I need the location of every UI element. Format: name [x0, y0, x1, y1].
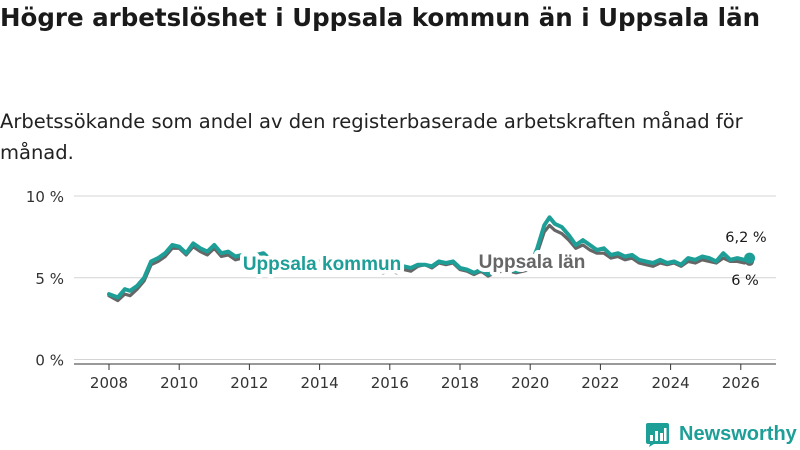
x-tick-label: 2018 — [441, 374, 479, 392]
chart-title: Högre arbetslöshet i Uppsala kommun än i… — [0, 3, 761, 32]
chart-subtitle: Arbetssökande som andel av den registerb… — [0, 110, 743, 164]
series-label-uppsala-lan: Uppsala län — [479, 252, 586, 273]
x-tick-label: 2024 — [652, 374, 690, 392]
y-tick-label: 5 % — [35, 270, 64, 288]
end-label-uppsala-lan: 6 % — [731, 273, 759, 289]
y-tick-label: 0 % — [35, 352, 64, 370]
x-tick-label: 2010 — [160, 374, 198, 392]
x-tick-label: 2026 — [722, 374, 760, 392]
end-point-uppsala-kommun — [744, 252, 756, 264]
y-tick-label: 10 % — [26, 188, 64, 206]
newsworthy-logo-text: Newsworthy — [679, 422, 797, 445]
series-label-uppsala-kommun: Uppsala kommun — [243, 254, 401, 275]
newsworthy-logo-icon — [646, 423, 669, 447]
x-tick-label: 2008 — [90, 374, 128, 392]
newsworthy-logo: Newsworthy — [645, 420, 797, 448]
x-tick-label: 2014 — [301, 374, 339, 392]
series-label-uppsala-lan-halo: Uppsala län — [479, 252, 586, 273]
x-tick-label: 2022 — [581, 374, 619, 392]
x-tick-label: 2020 — [511, 374, 549, 392]
series-line-uppsala-kommun — [107, 215, 752, 300]
series-label-uppsala-kommun-halo: Uppsala kommun — [243, 254, 401, 275]
x-tick-label: 2016 — [371, 374, 409, 392]
x-tick-label: 2012 — [230, 374, 268, 392]
end-label-uppsala-kommun: 6,2 % — [725, 230, 766, 246]
